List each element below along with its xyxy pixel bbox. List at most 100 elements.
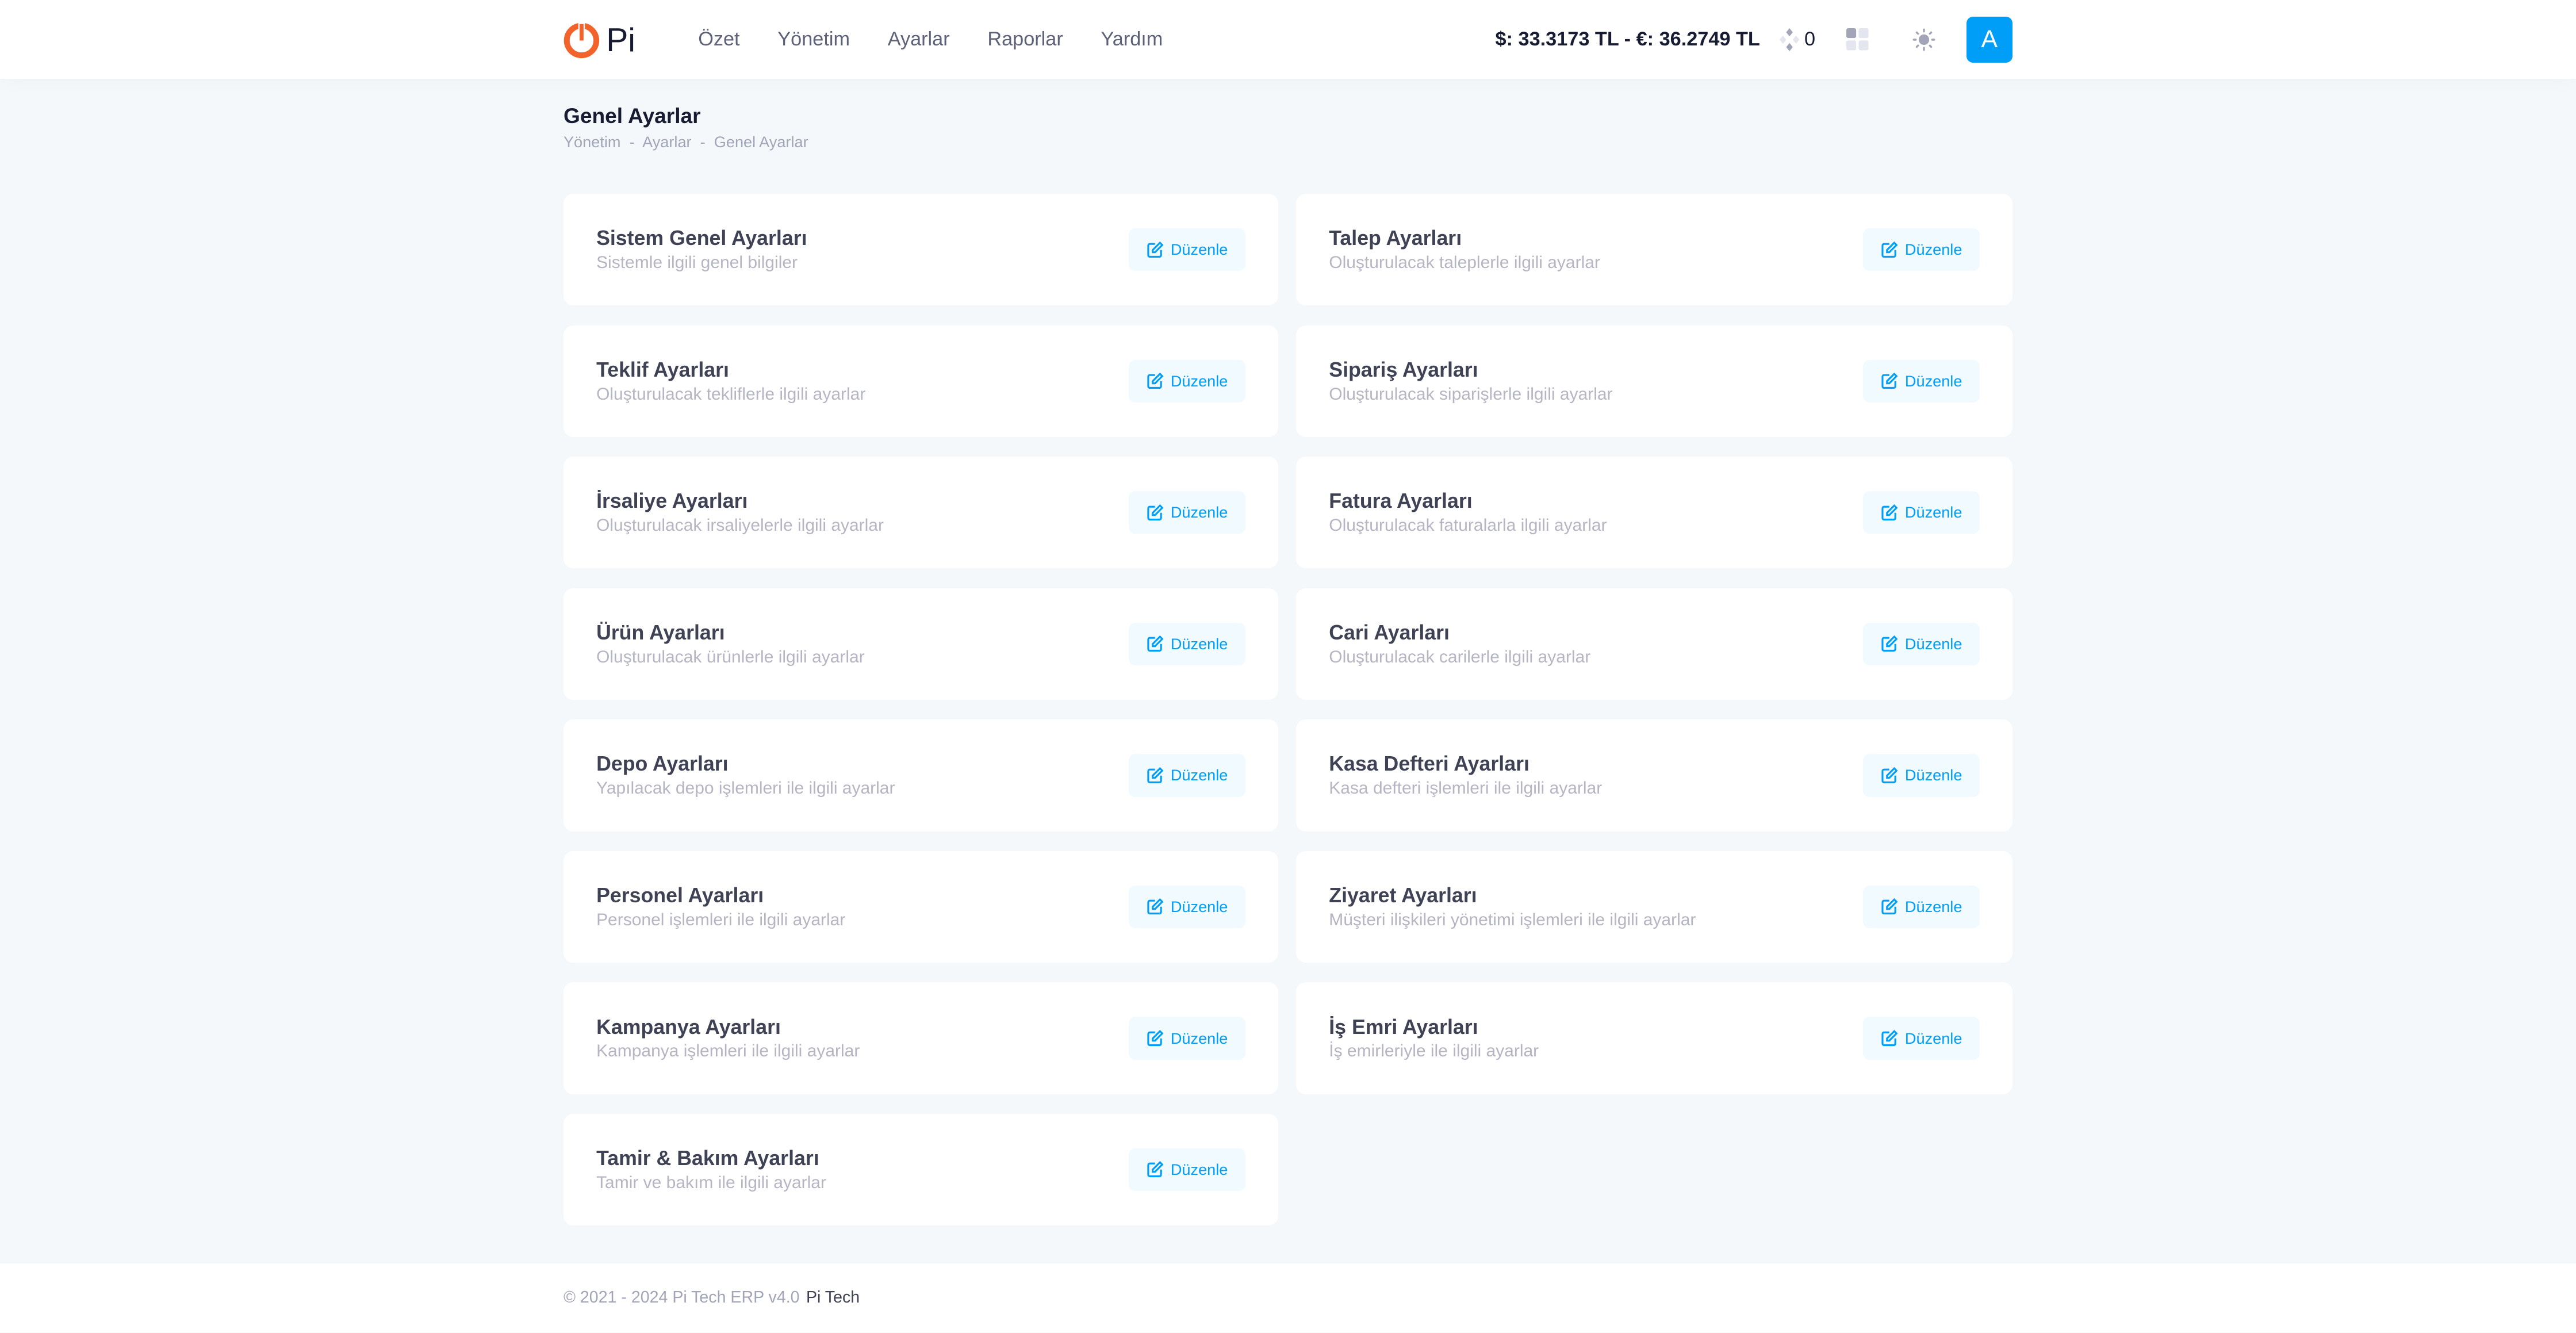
edit-button[interactable]: Düzenle <box>1862 359 1980 403</box>
notifications-button[interactable]: 0 <box>1780 28 1815 51</box>
card-subtitle: Oluşturulacak tekliflerle ilgili ayarlar <box>596 384 866 404</box>
card-title: Sistem Genel Ayarları <box>596 227 807 250</box>
edit-button[interactable]: Düzenle <box>1128 622 1245 666</box>
edit-button[interactable]: Düzenle <box>1128 491 1245 534</box>
settings-card: Ürün Ayarları Oluşturulacak ürünlerle il… <box>563 588 1278 700</box>
settings-grid: Sistem Genel Ayarları Sistemle ilgili ge… <box>563 194 2012 1226</box>
edit-button[interactable]: Düzenle <box>1128 885 1245 929</box>
nav-ayarlar[interactable]: Ayarlar <box>887 28 950 50</box>
edit-button[interactable]: Düzenle <box>1128 754 1245 797</box>
card-title: Sipariş Ayarları <box>1329 358 1478 381</box>
card-title: Fatura Ayarları <box>1329 489 1473 513</box>
notification-count: 0 <box>1804 28 1816 51</box>
edit-icon <box>1147 898 1164 915</box>
theme-toggle[interactable] <box>1901 17 1947 63</box>
card-subtitle: İş emirleriyle ile ilgili ayarlar <box>1329 1041 1539 1061</box>
edit-button[interactable]: Düzenle <box>1128 1148 1245 1192</box>
apps-button[interactable] <box>1835 17 1881 63</box>
card-subtitle: Oluşturulacak irsaliyelerle ilgili ayarl… <box>596 516 884 535</box>
edit-icon <box>1147 241 1164 258</box>
edit-label: Düzenle <box>1904 634 1962 653</box>
card-subtitle: Kampanya işlemleri ile ilgili ayarlar <box>596 1041 860 1061</box>
edit-label: Düzenle <box>1170 766 1228 784</box>
edit-icon <box>1881 372 1898 389</box>
breadcrumb-item[interactable]: Yönetim <box>563 133 621 151</box>
settings-card: Fatura Ayarları Oluşturulacak faturalarl… <box>1296 457 2012 569</box>
card-title: Cari Ayarları <box>1329 620 1450 644</box>
card-title: Kasa Defteri Ayarları <box>1329 752 1529 776</box>
breadcrumb: Yönetim - Ayarlar - Genel Ayarlar <box>563 133 808 151</box>
edit-label: Düzenle <box>1904 766 1962 784</box>
edit-icon <box>1147 767 1164 783</box>
nav-yonetim[interactable]: Yönetim <box>777 28 850 50</box>
edit-button[interactable]: Düzenle <box>1128 228 1245 271</box>
settings-card: İş Emri Ayarları İş emirleriyle ile ilgi… <box>1296 982 2012 1094</box>
edit-icon <box>1881 1029 1898 1046</box>
edit-icon <box>1881 241 1898 258</box>
diamonds-icon <box>1780 28 1800 51</box>
settings-card: Talep Ayarları Oluşturulacak taleplerle … <box>1296 194 2012 306</box>
sun-icon <box>1912 28 1935 51</box>
breadcrumb-item[interactable]: Ayarlar <box>642 133 692 151</box>
edit-icon <box>1147 1029 1164 1046</box>
pi-logo-icon <box>564 22 600 58</box>
edit-button[interactable]: Düzenle <box>1862 885 1980 929</box>
edit-label: Düzenle <box>1170 503 1228 522</box>
card-subtitle: Oluşturulacak faturalarla ilgili ayarlar <box>1329 516 1607 535</box>
footer: © 2021 - 2024 Pi Tech ERP v4.0 Pi Tech <box>0 1263 2576 1333</box>
edit-label: Düzenle <box>1904 503 1962 522</box>
edit-icon <box>1881 767 1898 783</box>
footer-link[interactable]: Pi Tech <box>806 1288 860 1307</box>
settings-card: Ziyaret Ayarları Müşteri ilişkileri yöne… <box>1296 851 2012 963</box>
settings-card: İrsaliye Ayarları Oluşturulacak irsaliye… <box>563 457 1278 569</box>
card-subtitle: Oluşturulacak siparişlerle ilgili ayarla… <box>1329 384 1613 404</box>
edit-button[interactable]: Düzenle <box>1128 359 1245 403</box>
nav-raporlar[interactable]: Raporlar <box>987 28 1063 50</box>
edit-icon <box>1147 1161 1164 1178</box>
card-subtitle: Kasa defteri işlemleri ile ilgili ayarla… <box>1329 779 1603 798</box>
settings-card: Kampanya Ayarları Kampanya işlemleri ile… <box>563 982 1278 1094</box>
logo-text: Pi <box>606 22 635 59</box>
edit-button[interactable]: Düzenle <box>1862 228 1980 271</box>
edit-button[interactable]: Düzenle <box>1862 622 1980 666</box>
edit-label: Düzenle <box>1170 240 1228 259</box>
edit-button[interactable]: Düzenle <box>1862 1017 1980 1060</box>
card-title: Depo Ayarları <box>596 752 729 776</box>
card-title: Ürün Ayarları <box>596 620 725 644</box>
edit-label: Düzenle <box>1170 634 1228 653</box>
edit-label: Düzenle <box>1170 1160 1228 1179</box>
edit-label: Düzenle <box>1170 1029 1228 1047</box>
edit-button[interactable]: Düzenle <box>1862 754 1980 797</box>
edit-button[interactable]: Düzenle <box>1128 1017 1245 1060</box>
edit-icon <box>1881 635 1898 652</box>
edit-label: Düzenle <box>1170 897 1228 916</box>
nav-yardim[interactable]: Yardım <box>1101 28 1163 50</box>
card-subtitle: Tamir ve bakım ile ilgili ayarlar <box>596 1173 826 1192</box>
settings-card: Sipariş Ayarları Oluşturulacak siparişle… <box>1296 325 2012 437</box>
edit-button[interactable]: Düzenle <box>1862 491 1980 534</box>
nav-ozet[interactable]: Özet <box>698 28 740 50</box>
card-subtitle: Personel işlemleri ile ilgili ayarlar <box>596 910 846 929</box>
edit-icon <box>1881 898 1898 915</box>
logo[interactable]: Pi <box>564 21 635 59</box>
user-avatar[interactable]: A <box>1966 16 2012 63</box>
edit-label: Düzenle <box>1904 897 1962 916</box>
top-header: Pi Özet Yönetim Ayarlar Raporlar Yardım … <box>0 0 2576 79</box>
edit-icon <box>1147 635 1164 652</box>
card-subtitle: Yapılacak depo işlemleri ile ilgili ayar… <box>596 779 895 798</box>
card-subtitle: Müşteri ilişkileri yönetimi işlemleri il… <box>1329 910 1696 929</box>
edit-label: Düzenle <box>1170 371 1228 390</box>
card-title: Tamir & Bakım Ayarları <box>596 1147 819 1170</box>
card-title: İrsaliye Ayarları <box>596 489 748 513</box>
grid-icon <box>1846 28 1869 51</box>
edit-icon <box>1147 372 1164 389</box>
card-title: Ziyaret Ayarları <box>1329 883 1477 907</box>
page-title: Genel Ayarlar <box>563 103 701 128</box>
card-title: Kampanya Ayarları <box>596 1015 781 1039</box>
card-title: Teklif Ayarları <box>596 358 729 381</box>
copyright: © 2021 - 2024 Pi Tech ERP v4.0 <box>563 1288 800 1307</box>
settings-card: Personel Ayarları Personel işlemleri ile… <box>563 851 1278 963</box>
card-title: Talep Ayarları <box>1329 227 1462 250</box>
breadcrumb-item: Genel Ayarlar <box>714 133 808 151</box>
edit-label: Düzenle <box>1904 371 1962 390</box>
